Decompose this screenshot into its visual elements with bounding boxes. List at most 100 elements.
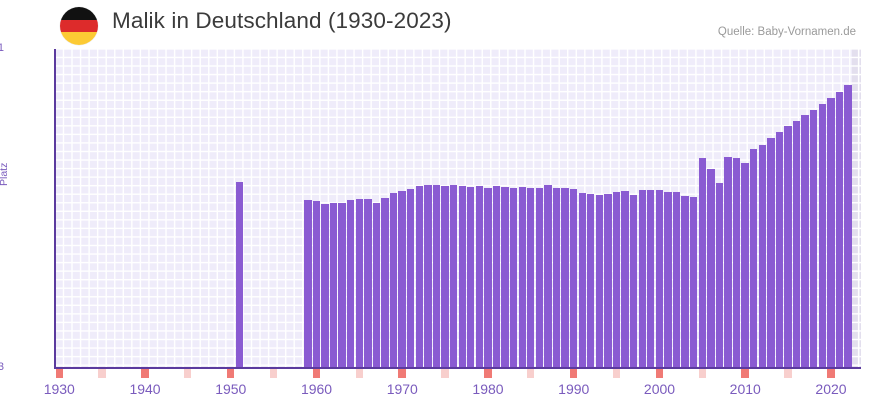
bar-2000[interactable] (655, 189, 664, 367)
bar-2004[interactable] (690, 197, 698, 367)
bar-1975[interactable] (441, 185, 449, 367)
x-tick-major-1940 (141, 369, 149, 378)
bar-2012[interactable] (758, 144, 766, 367)
x-axis-label-1970: 1970 (386, 381, 418, 397)
bar-2010[interactable] (741, 162, 749, 367)
bar-1966[interactable] (364, 199, 372, 367)
bar-1959[interactable] (304, 200, 312, 367)
bar-1978[interactable] (467, 186, 475, 367)
x-axis-label-2020: 2020 (815, 381, 847, 397)
bar-1971[interactable] (407, 188, 415, 367)
chart-header: Malik in Deutschland (1930-2023) Quelle:… (0, 0, 873, 46)
x-tick-major-1970 (398, 369, 406, 378)
x-tick-major-2010 (741, 369, 749, 378)
x-tick-minor-1985 (527, 369, 535, 378)
bar-1977[interactable] (458, 185, 466, 367)
x-tick-major-1990 (569, 369, 578, 378)
bar-2009[interactable] (732, 157, 741, 367)
bar-1984[interactable] (518, 187, 526, 367)
bar-1961[interactable] (321, 204, 329, 367)
bar-1976[interactable] (449, 184, 458, 367)
bar-1991[interactable] (578, 192, 586, 367)
bar-1992[interactable] (587, 194, 595, 367)
germany-flag-icon (60, 7, 98, 45)
bar-2016[interactable] (792, 120, 801, 367)
bar-1987[interactable] (544, 184, 552, 367)
bar-1994[interactable] (604, 193, 612, 367)
bar-1951[interactable] (235, 182, 243, 367)
x-tick-major-2000 (655, 369, 664, 378)
x-tick-major-2020 (827, 369, 835, 378)
bar-1969[interactable] (389, 193, 398, 367)
bar-1967[interactable] (372, 202, 381, 367)
x-axis-label-1980: 1980 (472, 381, 504, 397)
x-tick-major-1930 (55, 369, 63, 378)
bar-2018[interactable] (810, 109, 818, 367)
bar-1964[interactable] (347, 200, 355, 367)
bar-2021[interactable] (835, 91, 844, 367)
x-tick-minor-2015 (784, 369, 792, 378)
bar-2013[interactable] (767, 138, 775, 367)
bar-2008[interactable] (724, 156, 732, 367)
x-tick-major-1960 (312, 369, 321, 378)
bar-2022[interactable] (844, 84, 852, 367)
bar-1989[interactable] (561, 188, 569, 367)
bar-2011[interactable] (750, 149, 758, 367)
bar-1979[interactable] (475, 186, 483, 367)
bar-1999[interactable] (647, 189, 655, 367)
y-axis-line (54, 49, 56, 367)
x-tick-major-1950 (226, 369, 235, 378)
bar-1996[interactable] (621, 191, 629, 367)
bar-1960[interactable] (312, 201, 321, 367)
x-axis-label-1990: 1990 (558, 381, 590, 397)
bar-1990[interactable] (569, 189, 578, 367)
x-tick-minor-1955 (269, 369, 278, 378)
x-axis-labels: 1930 1940 1950 1960 1970 1980 1990 2000 2010 2020 (44, 381, 861, 401)
x-axis-label-1950: 1950 (215, 381, 247, 397)
x-tick-minor-1945 (184, 369, 192, 378)
bar-2015[interactable] (784, 126, 792, 367)
bar-1993[interactable] (595, 194, 604, 367)
x-axis-label-2010: 2010 (729, 381, 761, 397)
bar-1968[interactable] (381, 197, 389, 367)
bar-1972[interactable] (415, 186, 423, 367)
x-axis-line (54, 367, 861, 369)
bar-2002[interactable] (672, 191, 681, 367)
bar-1982[interactable] (501, 186, 509, 367)
flag-band-gold (60, 32, 98, 45)
bar-2005[interactable] (698, 157, 706, 367)
bar-1981[interactable] (492, 185, 501, 367)
plot-area (54, 49, 861, 369)
bar-1986[interactable] (535, 188, 544, 367)
bar-1980[interactable] (484, 187, 492, 367)
bar-2003[interactable] (681, 195, 689, 367)
bar-1997[interactable] (629, 194, 638, 367)
y-axis-title: Platz (0, 162, 10, 186)
bar-1963[interactable] (338, 203, 346, 367)
bar-1970[interactable] (398, 191, 406, 367)
bar-2007[interactable] (715, 182, 724, 367)
x-axis-label-1930: 1930 (43, 381, 75, 397)
bar-2001[interactable] (664, 191, 672, 367)
bar-2019[interactable] (818, 103, 826, 367)
bar-1965[interactable] (355, 198, 363, 367)
bar-2020[interactable] (827, 97, 835, 367)
x-tick-minor-1965 (355, 369, 363, 378)
source-attribution: Quelle: Baby-Vornamen.de (717, 26, 856, 38)
no-data-band (852, 49, 861, 367)
bar-1998[interactable] (638, 190, 646, 367)
x-axis-label-1960: 1960 (300, 381, 333, 397)
bar-2017[interactable] (801, 115, 809, 367)
bar-1988[interactable] (552, 188, 561, 367)
bar-1962[interactable] (329, 202, 338, 367)
bar-1995[interactable] (612, 191, 621, 367)
bar-1974[interactable] (432, 184, 441, 367)
bar-1973[interactable] (424, 184, 432, 367)
bar-1985[interactable] (527, 187, 535, 367)
x-axis-label-1940: 1940 (129, 381, 161, 397)
x-axis-ticks (55, 369, 861, 379)
x-tick-major-1980 (484, 369, 492, 378)
bar-2006[interactable] (707, 168, 715, 367)
bar-2014[interactable] (775, 132, 784, 367)
bar-1983[interactable] (509, 187, 518, 367)
